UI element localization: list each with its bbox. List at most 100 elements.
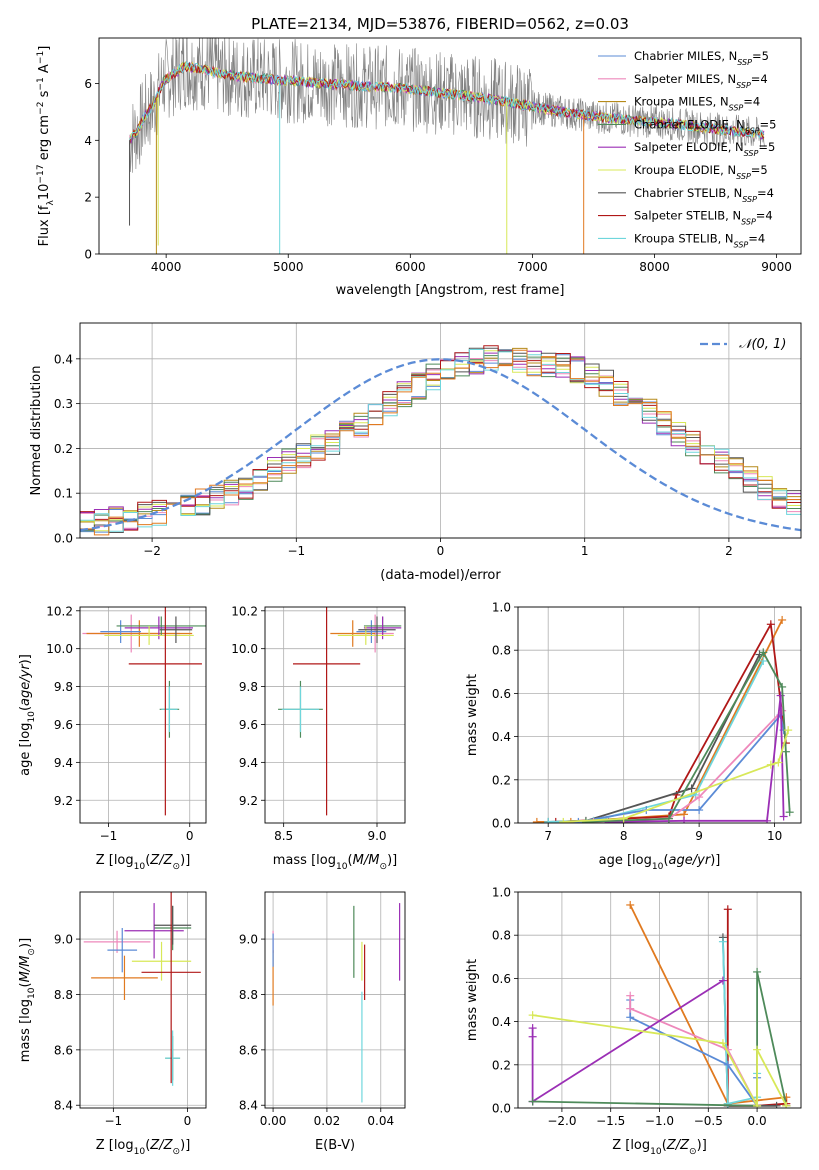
tick-label-y: 0.6 <box>492 972 511 986</box>
x-axis-label: wavelength [Angstrom, rest frame] <box>336 283 565 298</box>
tick-label-x: −1 <box>287 544 305 558</box>
legend-sub: SSP <box>741 217 756 226</box>
label-part: 10 <box>37 184 52 201</box>
tick-label-x: −2 <box>143 544 161 558</box>
label-part: age/yr <box>18 663 33 706</box>
x-axis-label: mass [log10(M/M⊙)] <box>273 853 397 872</box>
label-part: Z/Z <box>149 1138 173 1153</box>
label-part: Z [log <box>96 1138 134 1153</box>
label-part: age [log <box>18 723 33 776</box>
axes-age-vs-Z: −1 09.29.49.69.810.010.2Z [log10(Z/Z⊙)]ag… <box>18 604 207 872</box>
legend-entry-label: 𝒩(0, 1) <box>739 337 786 352</box>
series-marker <box>695 806 704 815</box>
label-part: Z [log <box>612 1138 650 1153</box>
tick-label-x: 0 <box>186 829 194 843</box>
tick-label-x: 9 <box>695 829 703 843</box>
legend-name: Salpeter MILES, N <box>634 72 736 86</box>
tick-label-y: 10.2 <box>46 604 73 618</box>
label-part: wavelength [Angstrom, rest frame] <box>336 283 565 298</box>
tick-label-y: 9.8 <box>239 680 258 694</box>
legend-entry-label: Chabrier MILES, NSSP=5 <box>634 49 769 67</box>
plot-area-age-vs-mass <box>278 607 402 816</box>
legend-entry-label: Salpeter MILES, NSSP=4 <box>634 72 768 90</box>
legend-sub: SSP <box>742 194 757 203</box>
label-part: 10 <box>134 862 146 872</box>
tick-label-y: 0.2 <box>492 773 511 787</box>
legend-value: =4 <box>756 209 773 223</box>
series-marker <box>723 905 732 914</box>
tick-label-y: 8.6 <box>54 1043 73 1057</box>
errorbar-point <box>128 607 202 816</box>
errorbar-point <box>293 607 361 816</box>
series-marker <box>626 1013 635 1022</box>
tick-label-y: 0.6 <box>492 687 511 701</box>
tick-label-y: 0.0 <box>54 532 73 546</box>
series-marker <box>687 784 696 793</box>
axes-residuals: −2 −1 0 1 2 0.0 0.1 0.2 0.3 0.4 (data-model)/error… <box>29 322 802 583</box>
legend-value: =5 <box>758 140 775 154</box>
tick-label-y: 10.0 <box>231 642 258 656</box>
series-marker <box>626 991 635 1000</box>
series-marker <box>778 682 787 691</box>
tick-label-x: 0.02 <box>314 1114 341 1128</box>
series-marker <box>753 1045 762 1054</box>
axes-massweight-vs-Z: −2.0 −1.5 −1.0 −0.5 0.0 0.0 0.2 0.4 0.6 0.8 1.0 Z [… <box>465 886 802 1157</box>
tick-label-y: 0.4 <box>492 1015 511 1029</box>
tick-label-y: 0.1 <box>54 487 73 501</box>
y-axis-label: Normed distribution <box>29 366 44 496</box>
tick-label-y: 9.2 <box>239 794 258 808</box>
legend-entry-label: Salpeter ELODIE, NSSP=5 <box>634 140 775 158</box>
label-part: )] <box>697 1138 707 1153</box>
legend-entry-label: Chabrier STELIB, NSSP=4 <box>634 186 774 204</box>
errorbar-point <box>83 930 151 953</box>
errorbar-point <box>165 1030 181 1086</box>
tick-label-y: 9.6 <box>239 718 258 732</box>
series-marker <box>528 1097 537 1106</box>
series-marker <box>763 816 772 823</box>
tick-label-y: 9.8 <box>54 680 73 694</box>
series-marker <box>718 937 727 946</box>
label-part: Z [log <box>96 853 134 868</box>
tick-label-x: −1 <box>100 829 118 843</box>
y-axis-label: mass weight <box>465 674 480 756</box>
errorbar-point <box>154 905 192 945</box>
series-marker <box>766 620 775 629</box>
legend-value: =4 <box>748 231 765 245</box>
label-part: ] <box>37 46 52 51</box>
tick-label-y: 0.2 <box>492 1058 511 1072</box>
legend-entry-label: Chabrier ELODIE, NSSP=5 <box>634 117 776 135</box>
series-marker <box>718 976 727 985</box>
legend-name: Chabrier ELODIE, N <box>634 117 745 131</box>
legend-name: Chabrier STELIB, N <box>634 186 742 200</box>
axes-frame <box>79 606 207 824</box>
plot-area-residuals <box>80 345 801 536</box>
tick-label-x: 0.04 <box>367 1114 394 1128</box>
plot-area-spectrum <box>129 38 765 254</box>
tick-label-y: 0.4 <box>492 730 511 744</box>
tick-label-x: 7 <box>544 829 552 843</box>
errorbar-point <box>131 941 192 981</box>
legend-value: =5 <box>751 163 768 177</box>
series-marker <box>723 1099 732 1108</box>
label-part: Z/Z <box>149 853 173 868</box>
x-axis-label: age [log10(age/yr)] <box>599 853 721 872</box>
label-part: −1 <box>36 77 46 90</box>
series-marker <box>680 816 689 823</box>
tick-label-y: 8.8 <box>239 988 258 1002</box>
label-part: Normed distribution <box>29 366 44 496</box>
legend-entry-label: Salpeter STELIB, NSSP=4 <box>634 209 773 227</box>
legend-name: Salpeter STELIB, N <box>634 209 741 223</box>
legend-sub: SSP <box>736 80 751 89</box>
tick-label-x: 0 <box>437 544 445 558</box>
tick-label-x: 9000 <box>761 260 792 274</box>
label-part: ⊙ <box>689 1147 697 1157</box>
series-marker <box>753 1101 762 1108</box>
y-axis-label: age [log10(age/yr)] <box>18 654 37 776</box>
errorbar-point <box>141 892 201 1084</box>
tick-label-y: 1.0 <box>492 601 511 615</box>
histogram-step <box>80 349 801 532</box>
legend-entry-label: Kroupa MILES, NSSP=4 <box>634 95 760 113</box>
label-part: )] <box>18 654 33 664</box>
series-marker <box>779 812 788 821</box>
